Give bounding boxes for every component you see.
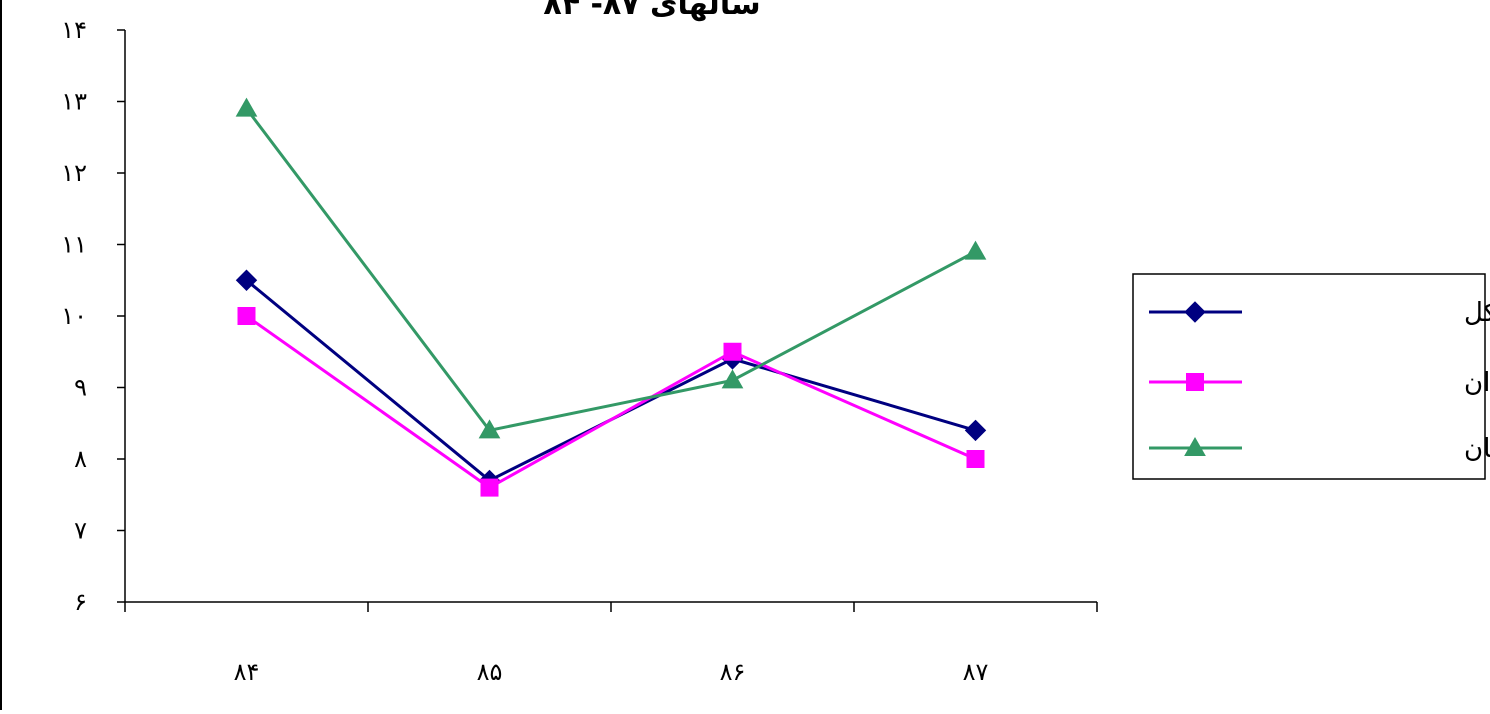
x-tick-label: ۸۷: [963, 658, 989, 686]
data-point: [721, 369, 744, 389]
y-tick-label: ۱۱: [61, 231, 87, 259]
legend-marker: [1184, 436, 1206, 456]
x-tick-label: ۸۵: [477, 658, 503, 686]
data-point: [237, 307, 256, 325]
data-point: [235, 269, 258, 291]
y-tick-label: ۱۲: [61, 159, 87, 187]
legend-marker: [1186, 373, 1204, 391]
axes: ۶ ۷ ۸ ۹ ۱۰ ۱۱ ۱۲ ۱۳ ۱۴ ۸۴ ۸۵ ۸۶ ۸۷: [61, 16, 1098, 686]
series-line: [245, 107, 977, 433]
legend-label: نرخ بیکاری کل: [1464, 298, 1490, 328]
series-2: [237, 307, 985, 497]
legend-entry: نرخ بیکاری کل: [1149, 298, 1490, 328]
legend-label: نرخ بیکاری مردان: [1464, 368, 1490, 398]
data-point: [966, 450, 985, 468]
legend-entry: نرخ بیکاری مردان: [1149, 368, 1490, 398]
legend-entry: نرخ بیکاری زنان: [1149, 434, 1490, 464]
legend: نرخ بیکاری کل نرخ بیکاری مردان نرخ بیکاری …: [1132, 273, 1490, 480]
y-tick-label: ۸: [74, 445, 87, 473]
data-point: [964, 240, 987, 260]
y-tick-label: ۱۴: [61, 16, 87, 44]
x-tick-label: ۸۴: [234, 658, 260, 686]
series-1: [235, 269, 987, 492]
series-layer: [235, 97, 987, 497]
data-point: [723, 342, 742, 361]
y-tick-label: ۷: [74, 517, 87, 545]
y-tick-label: ۱۰: [61, 302, 87, 330]
legend-marker: [1184, 301, 1206, 323]
x-tick-label: ۸۶: [720, 658, 746, 686]
data-point: [964, 419, 987, 442]
series-line: [245, 314, 977, 490]
chart-title: سالهای ۸۷- ۸۴: [543, 0, 760, 22]
y-tick-label: ۹: [74, 374, 87, 402]
data-point: [235, 97, 258, 117]
y-tick-label: ۶: [74, 588, 87, 616]
series-3: [235, 97, 987, 439]
data-point: [480, 478, 499, 497]
y-tick-label: ۱۳: [61, 88, 87, 116]
legend-label: نرخ بیکاری زنان: [1464, 434, 1490, 464]
data-point: [478, 419, 501, 439]
